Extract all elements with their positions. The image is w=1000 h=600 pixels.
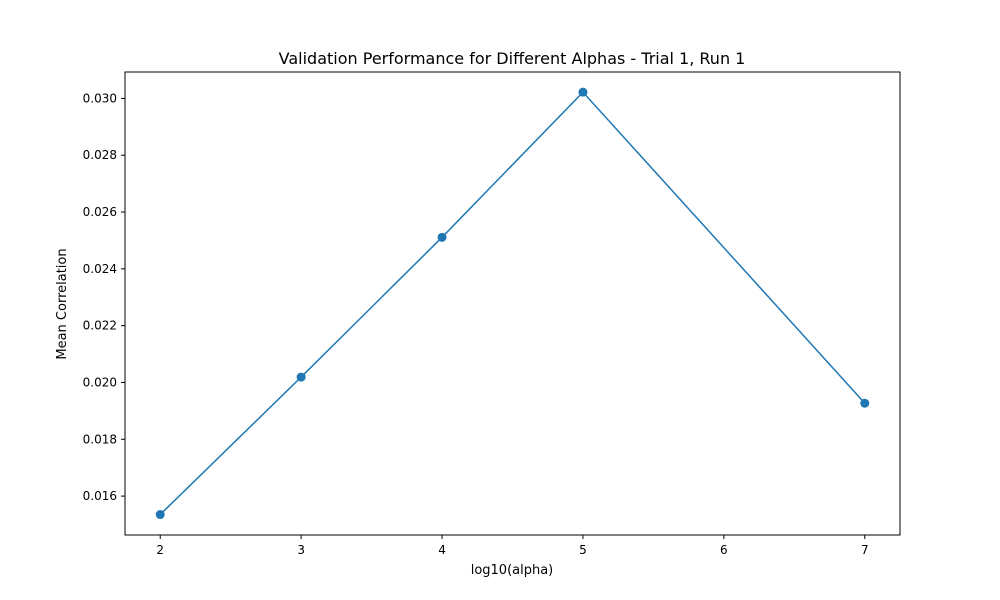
- y-tick-label: 0.018: [83, 432, 117, 446]
- y-tick-label: 0.020: [83, 375, 117, 389]
- x-tick-label: 4: [438, 543, 446, 557]
- x-tick-label: 7: [861, 543, 869, 557]
- data-point: [437, 232, 447, 242]
- y-tick-label: 0.022: [83, 319, 117, 333]
- data-point: [155, 510, 165, 520]
- y-tick-label: 0.026: [83, 205, 117, 219]
- series-line: [159, 91, 866, 516]
- plot-frame: [124, 71, 901, 536]
- y-tick-label: 0.030: [83, 91, 117, 105]
- x-tick-label: 6: [720, 543, 728, 557]
- x-tick-label: 3: [297, 543, 305, 557]
- y-tick-label: 0.016: [83, 489, 117, 503]
- data-point: [860, 398, 870, 408]
- data-point: [296, 372, 306, 382]
- data-point: [578, 87, 588, 97]
- chart-title: Validation Performance for Different Alp…: [279, 49, 746, 68]
- x-tick-label: 5: [579, 543, 587, 557]
- y-axis-ticks: 0.016 0.018 0.020 0.022 0.024 0.026 0.028 0.030: [83, 91, 125, 503]
- x-axis-ticks: 2 3 4 5 6 7: [156, 535, 869, 557]
- y-tick-label: 0.028: [83, 148, 117, 162]
- y-tick-label: 0.024: [83, 262, 117, 276]
- x-tick-label: 2: [156, 543, 164, 557]
- x-axis-label: log10(alpha): [471, 563, 554, 578]
- series-group: [155, 87, 870, 520]
- y-axis-label: Mean Correlation: [55, 248, 70, 359]
